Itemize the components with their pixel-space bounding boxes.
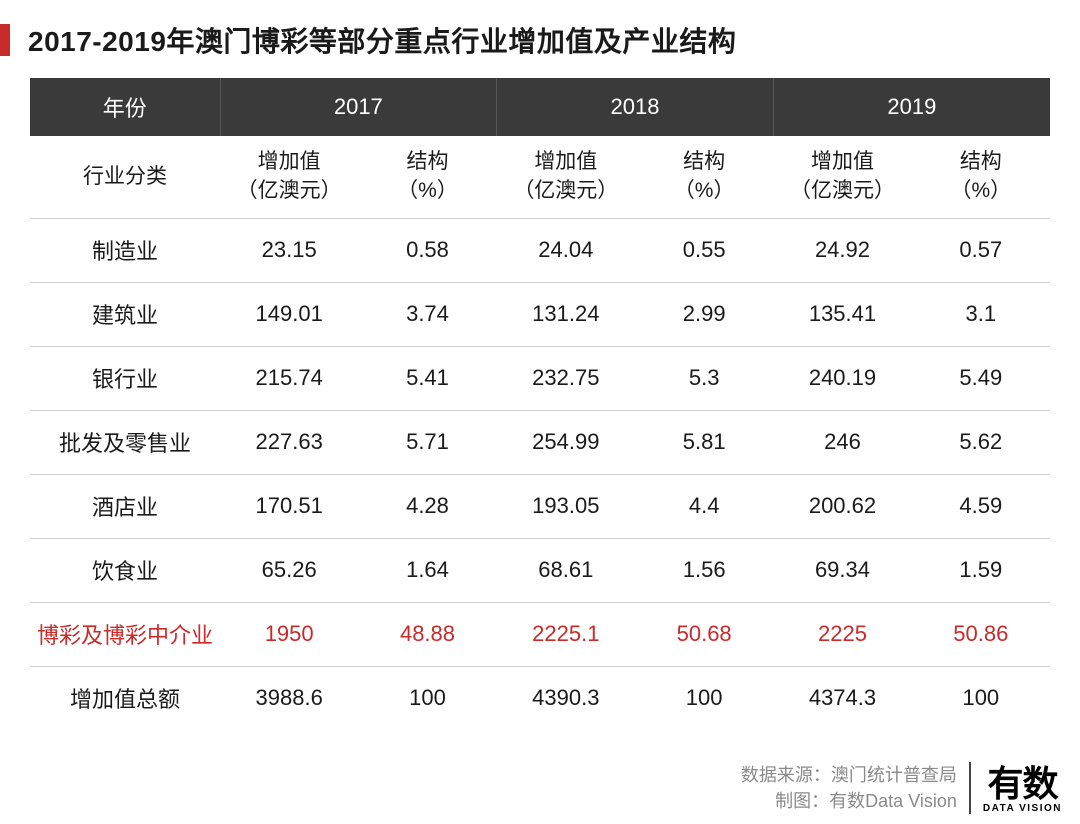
header-year-2017: 2017: [220, 78, 497, 136]
logo-sub-text: DATA VISION: [983, 804, 1062, 814]
cell-v2019: 2225: [773, 602, 911, 666]
cell-p2019: 5.49: [912, 346, 1050, 410]
cell-v2017: 170.51: [220, 474, 358, 538]
row-label: 饮食业: [30, 538, 220, 602]
cell-p2019: 4.59: [912, 474, 1050, 538]
cell-v2019: 246: [773, 410, 911, 474]
table-row: 建筑业149.013.74131.242.99135.413.1: [30, 282, 1050, 346]
row-label: 制造业: [30, 218, 220, 282]
cell-p2018: 0.55: [635, 218, 773, 282]
header-value-2017: 增加值（亿澳元）: [220, 136, 358, 218]
cell-v2017: 149.01: [220, 282, 358, 346]
cell-p2017: 0.58: [358, 218, 496, 282]
table-row: 制造业23.150.5824.040.5524.920.57: [30, 218, 1050, 282]
logo-main-text: 有数: [987, 766, 1057, 802]
logo: 有数 DATA VISION: [983, 766, 1062, 814]
table-row: 饮食业65.261.6468.611.5669.341.59: [30, 538, 1050, 602]
cell-p2017: 1.64: [358, 538, 496, 602]
table-header-subcols: 行业分类 增加值（亿澳元） 结构（%） 增加值（亿澳元） 结构（%） 增加值（亿…: [30, 136, 1050, 218]
industry-table: 年份 2017 2018 2019 行业分类 增加值（亿澳元） 结构（%） 增加…: [30, 78, 1050, 730]
cell-p2017: 100: [358, 666, 496, 730]
row-label: 酒店业: [30, 474, 220, 538]
cell-v2017: 65.26: [220, 538, 358, 602]
cell-v2018: 2225.1: [497, 602, 635, 666]
cell-v2017: 1950: [220, 602, 358, 666]
cell-p2017: 4.28: [358, 474, 496, 538]
cell-p2019: 50.86: [912, 602, 1050, 666]
cell-v2018: 193.05: [497, 474, 635, 538]
cell-v2018: 232.75: [497, 346, 635, 410]
source-value: 澳门统计普查局: [831, 765, 957, 785]
cell-p2017: 3.74: [358, 282, 496, 346]
chart-value: 有数Data Vision: [829, 791, 957, 811]
header-pct-2017: 结构（%）: [358, 136, 496, 218]
table-row: 批发及零售业227.635.71254.995.812465.62: [30, 410, 1050, 474]
title-bar: 2017-2019年澳门博彩等部分重点行业增加值及产业结构: [0, 0, 1080, 78]
table-row: 银行业215.745.41232.755.3240.195.49: [30, 346, 1050, 410]
footer-credits: 数据来源：澳门统计普查局 制图：有数Data Vision: [741, 762, 971, 814]
cell-p2018: 4.4: [635, 474, 773, 538]
cell-p2018: 5.3: [635, 346, 773, 410]
table-body: 制造业23.150.5824.040.5524.920.57建筑业149.013…: [30, 218, 1050, 730]
cell-v2017: 227.63: [220, 410, 358, 474]
cell-v2019: 135.41: [773, 282, 911, 346]
cell-v2018: 4390.3: [497, 666, 635, 730]
cell-p2019: 0.57: [912, 218, 1050, 282]
cell-v2018: 68.61: [497, 538, 635, 602]
cell-p2018: 5.81: [635, 410, 773, 474]
header-category-label: 行业分类: [30, 136, 220, 218]
cell-p2019: 3.1: [912, 282, 1050, 346]
cell-p2017: 5.41: [358, 346, 496, 410]
cell-v2019: 240.19: [773, 346, 911, 410]
cell-v2019: 200.62: [773, 474, 911, 538]
row-label: 银行业: [30, 346, 220, 410]
source-label: 数据来源：: [741, 765, 831, 785]
row-label: 博彩及博彩中介业: [30, 602, 220, 666]
cell-p2018: 100: [635, 666, 773, 730]
header-pct-2019: 结构（%）: [912, 136, 1050, 218]
header-year-2019: 2019: [773, 78, 1050, 136]
table-row: 增加值总额3988.61004390.31004374.3100: [30, 666, 1050, 730]
row-label: 批发及零售业: [30, 410, 220, 474]
cell-v2018: 254.99: [497, 410, 635, 474]
footer: 数据来源：澳门统计普查局 制图：有数Data Vision 有数 DATA VI…: [741, 762, 1062, 814]
cell-p2018: 2.99: [635, 282, 773, 346]
cell-v2019: 69.34: [773, 538, 911, 602]
row-label: 建筑业: [30, 282, 220, 346]
cell-p2018: 1.56: [635, 538, 773, 602]
header-value-2018: 增加值（亿澳元）: [497, 136, 635, 218]
cell-v2019: 24.92: [773, 218, 911, 282]
cell-v2019: 4374.3: [773, 666, 911, 730]
table-container: 年份 2017 2018 2019 行业分类 增加值（亿澳元） 结构（%） 增加…: [0, 78, 1080, 730]
cell-v2018: 24.04: [497, 218, 635, 282]
table-row: 酒店业170.514.28193.054.4200.624.59: [30, 474, 1050, 538]
cell-p2019: 100: [912, 666, 1050, 730]
cell-p2018: 50.68: [635, 602, 773, 666]
table-header-years: 年份 2017 2018 2019: [30, 78, 1050, 136]
cell-p2019: 1.59: [912, 538, 1050, 602]
header-year-2018: 2018: [497, 78, 774, 136]
chart-label: 制图：: [775, 791, 829, 811]
title-accent-marker: [0, 24, 10, 56]
table-row: 博彩及博彩中介业195048.882225.150.68222550.86: [30, 602, 1050, 666]
header-year-label: 年份: [30, 78, 220, 136]
cell-p2019: 5.62: [912, 410, 1050, 474]
page-title: 2017-2019年澳门博彩等部分重点行业增加值及产业结构: [28, 20, 736, 60]
row-label: 增加值总额: [30, 666, 220, 730]
header-value-2019: 增加值（亿澳元）: [773, 136, 911, 218]
cell-v2017: 3988.6: [220, 666, 358, 730]
cell-v2017: 215.74: [220, 346, 358, 410]
cell-p2017: 5.71: [358, 410, 496, 474]
cell-v2018: 131.24: [497, 282, 635, 346]
cell-v2017: 23.15: [220, 218, 358, 282]
cell-p2017: 48.88: [358, 602, 496, 666]
header-pct-2018: 结构（%）: [635, 136, 773, 218]
